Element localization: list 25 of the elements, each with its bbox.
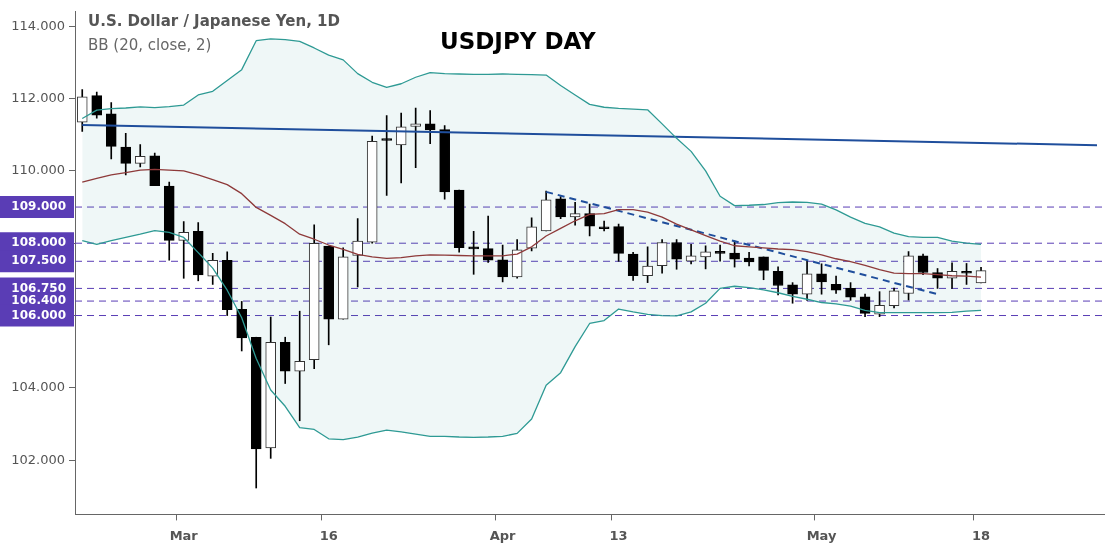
ref-line-label: 108.000 <box>11 235 66 250</box>
candlestick <box>569 202 581 226</box>
x-tick-label: 13 <box>609 527 628 543</box>
y-tick-label: 104.000 <box>11 379 65 395</box>
ref-line-label: 109.000 <box>11 199 66 214</box>
y-tick-label: 114.000 <box>11 17 65 33</box>
y-tick-label: 112.000 <box>11 89 65 105</box>
x-tick-label: 16 <box>319 527 338 543</box>
ref-line-label: 107.500 <box>11 253 66 268</box>
ref-line-label: 106.750 <box>11 280 66 295</box>
candlestick <box>714 244 726 262</box>
candlestick <box>294 310 306 422</box>
ref-line-label: 106.400 <box>11 293 66 308</box>
x-tick-label: 18 <box>971 527 991 543</box>
y-tick-label: 110.000 <box>11 162 65 178</box>
candlestick <box>381 115 392 196</box>
x-tick-label: Mar <box>169 527 199 543</box>
text: USDJPY DAY <box>440 28 596 54</box>
annotation: BB (20, close, 2) <box>88 36 212 54</box>
x-tick-label: Apr <box>489 527 517 543</box>
y-tick-label: 102.000 <box>11 451 65 467</box>
chart-subtitle: U.S. Dollar / Japanese Yen, 1D <box>88 12 340 30</box>
candlestick <box>352 218 364 288</box>
x-tick-label: May <box>806 527 837 543</box>
ref-line-label: 106.000 <box>11 307 66 322</box>
